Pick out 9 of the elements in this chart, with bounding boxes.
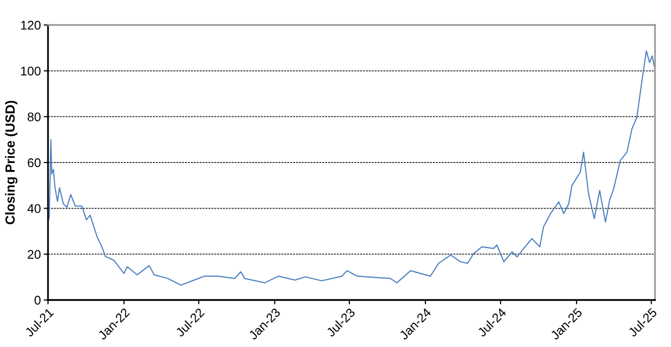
y-tick-label: 20 bbox=[28, 250, 41, 259]
y-axis-title: Closing Price (USD) bbox=[5, 100, 18, 224]
y-tick-label: 40 bbox=[27, 204, 41, 213]
y-tick-label: 60 bbox=[28, 158, 41, 168]
y-tick-label: 0 bbox=[34, 296, 41, 305]
y-tick-label: 80 bbox=[28, 112, 41, 122]
y-tick-label: 100 bbox=[21, 66, 41, 76]
y-tick-label: 120 bbox=[21, 20, 41, 30]
line-series bbox=[48, 50, 655, 286]
